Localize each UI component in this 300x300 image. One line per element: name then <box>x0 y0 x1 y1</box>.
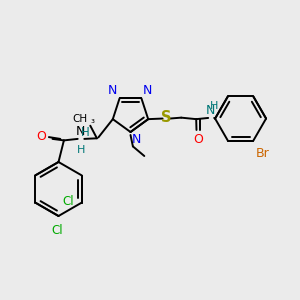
Text: N: N <box>132 133 141 146</box>
Text: N: N <box>206 104 215 117</box>
Text: N: N <box>143 84 152 97</box>
Text: O: O <box>193 133 202 146</box>
Text: N: N <box>76 125 86 138</box>
Text: H: H <box>210 101 218 111</box>
Text: Br: Br <box>256 147 269 160</box>
Text: H: H <box>76 145 85 155</box>
Text: S: S <box>161 110 171 125</box>
Text: H: H <box>80 126 89 139</box>
Text: Cl: Cl <box>63 195 74 208</box>
Text: N: N <box>108 84 117 97</box>
Text: CH: CH <box>73 114 88 124</box>
Text: ₃: ₃ <box>91 115 95 125</box>
Text: Cl: Cl <box>51 224 63 237</box>
Text: O: O <box>36 130 46 143</box>
